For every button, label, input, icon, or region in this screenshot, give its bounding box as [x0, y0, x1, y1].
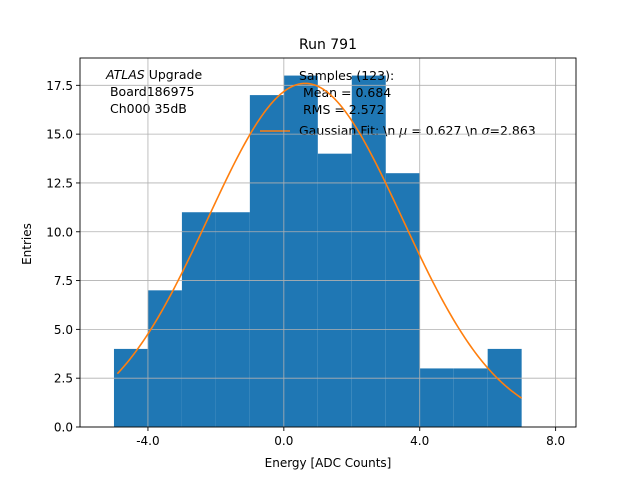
histogram-bars [113, 75, 522, 428]
legend-fit-mu: μ [398, 123, 407, 138]
legend-rms: RMS = 2.572 [299, 102, 385, 117]
axes: -4.0 0.0 4.0 8.0 0.0 2.5 5.0 7.5 10.0 12.5 15.0 17.… [46, 57, 577, 448]
histogram-bar [113, 348, 148, 427]
legend-samples: Samples (123): [299, 68, 394, 83]
x-tick-label: -4.0 [136, 434, 159, 448]
x-axis-label: Energy [ADC Counts] [265, 456, 392, 470]
legend: Samples (123): Mean = 0.684 RMS = 2.572 … [260, 68, 536, 138]
y-tick-label: 0.0 [54, 421, 73, 435]
histogram-bar [487, 348, 522, 427]
y-tick-label: 7.5 [54, 274, 73, 288]
atlas-annotation: ATLAS Upgrade Board186975 Ch000 35dB [105, 67, 202, 116]
grid-lines [80, 58, 576, 428]
fit-curve [116, 82, 523, 399]
y-tick-label: 12.5 [46, 176, 73, 190]
annotation-board: Board186975 [106, 84, 194, 99]
y-tick-label: 17.5 [46, 79, 73, 93]
annotation-upgrade: Upgrade [145, 67, 203, 82]
axes-frame [79, 57, 577, 428]
y-axis-label: Entries [20, 223, 34, 265]
legend-fit-label: Gaussian Fit: \n μ = 0.627 \n σ=2.863 [299, 123, 536, 138]
legend-fit-prefix: Gaussian Fit: \n [299, 123, 399, 138]
y-tick-label: 5.0 [54, 323, 73, 337]
histogram-bar [453, 368, 488, 427]
x-tick-label: 8.0 [546, 434, 565, 448]
y-tick-label: 10.0 [46, 225, 73, 239]
legend-fit-suffix: =2.863 [489, 123, 535, 138]
y-tick-label: 15.0 [46, 128, 73, 142]
x-tick-label: 4.0 [410, 434, 429, 448]
x-tick-label: 0.0 [274, 434, 293, 448]
annotation-channel: Ch000 35dB [106, 101, 187, 116]
annotation-line-1: ATLAS Upgrade [105, 67, 202, 82]
histogram-bar [181, 212, 216, 427]
annotation-atlas: ATLAS [105, 67, 145, 82]
y-tick-label: 2.5 [54, 372, 73, 386]
histogram-bar [215, 212, 250, 427]
legend-fit-sigma: σ [482, 123, 491, 138]
legend-fit-mid: = 0.627 \n [407, 123, 481, 138]
histogram-bar [385, 173, 420, 427]
histogram-bar [147, 290, 182, 427]
legend-mean: Mean = 0.684 [299, 85, 391, 100]
histogram-bar [317, 153, 352, 427]
histogram-bar [249, 95, 284, 427]
histogram-bar [419, 368, 454, 427]
gaussian-fit [116, 82, 523, 399]
chart-title: Run 791 [299, 37, 357, 53]
